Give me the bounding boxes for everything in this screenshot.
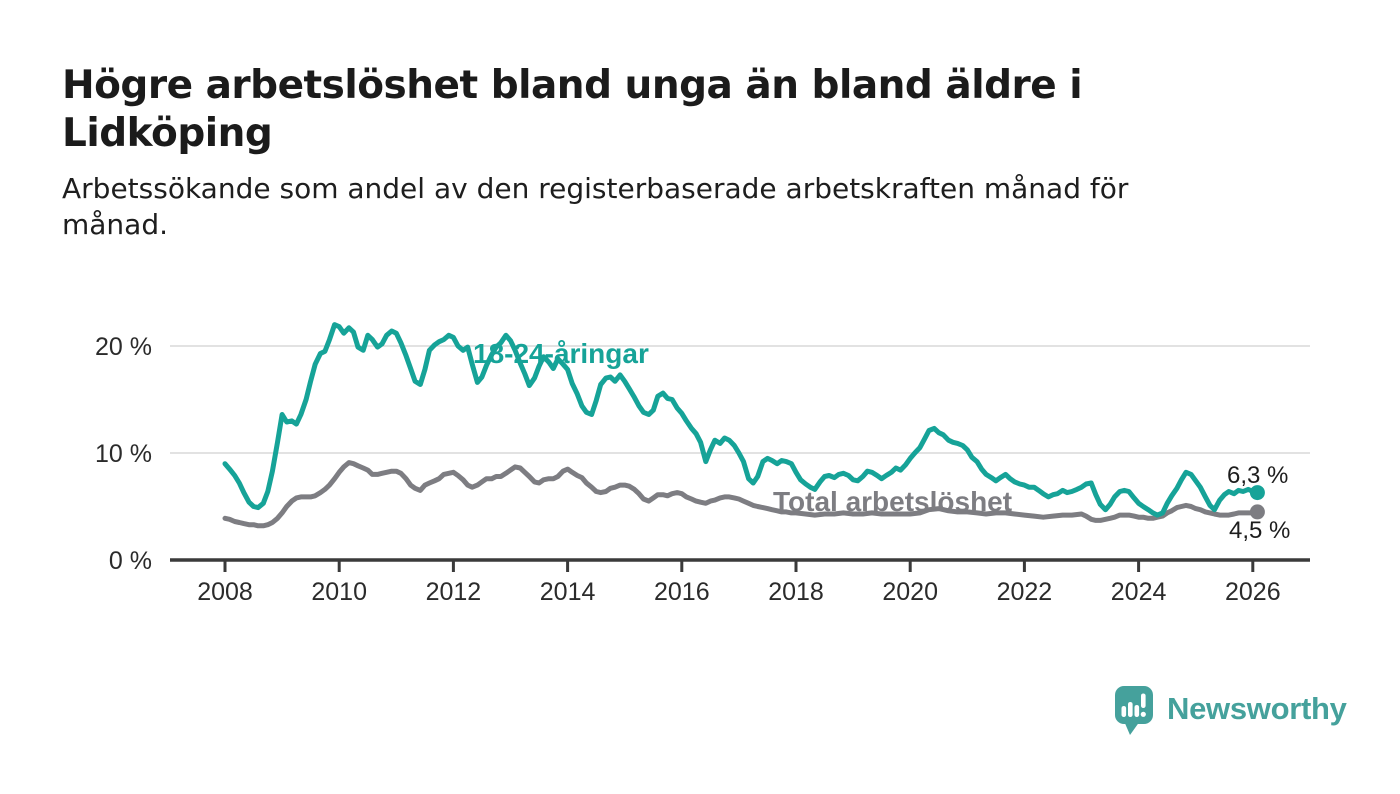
series-end-label-1: 4,5 % [1229,517,1290,544]
x-tick-label: 2026 [1225,578,1281,606]
subtitle-line-2: månad. [62,207,169,241]
x-tick-label: 2008 [197,578,253,606]
x-tick-label: 2010 [311,578,367,606]
series-line-1 [222,460,1260,529]
series-label-0: 18-24-åringar [473,338,649,369]
x-tick-label: 2012 [426,578,482,606]
page-title: Högre arbetslöshet bland unga än bland ä… [62,62,1252,157]
header: Högre arbetslöshet bland unga än bland ä… [62,62,1252,242]
y-tick-label: 10 % [95,440,152,468]
newsworthy-logo-icon [1115,686,1153,735]
brand-name: Newsworthy [1167,691,1347,726]
page-subtitle: Arbetssökande som andel av den registerb… [62,171,1252,242]
series-end-label-0: 6,3 % [1227,462,1288,489]
y-tick-label: 20 % [95,333,152,361]
brand-logo: Newsworthy [1114,684,1347,736]
title-line-2: Lidköping [62,110,273,156]
y-tick-label: 0 % [109,547,152,575]
series-label-1: Total arbetslöshet [773,486,1012,517]
title-line-1: Högre arbetslöshet bland unga än bland ä… [62,63,1083,108]
x-tick-label: 2022 [997,578,1053,606]
subtitle-line-1: Arbetssökande som andel av den registerb… [62,172,1129,206]
x-tick-label: 2024 [1111,578,1167,606]
series-end-dot-0 [1249,485,1265,501]
x-tick-label: 2018 [768,578,824,606]
x-tick-label: 2014 [540,578,596,606]
x-tick-label: 2016 [654,578,710,606]
series-line-0 [222,322,1260,518]
x-tick-label: 2020 [882,578,938,606]
series-end-dot-1 [1249,504,1265,520]
